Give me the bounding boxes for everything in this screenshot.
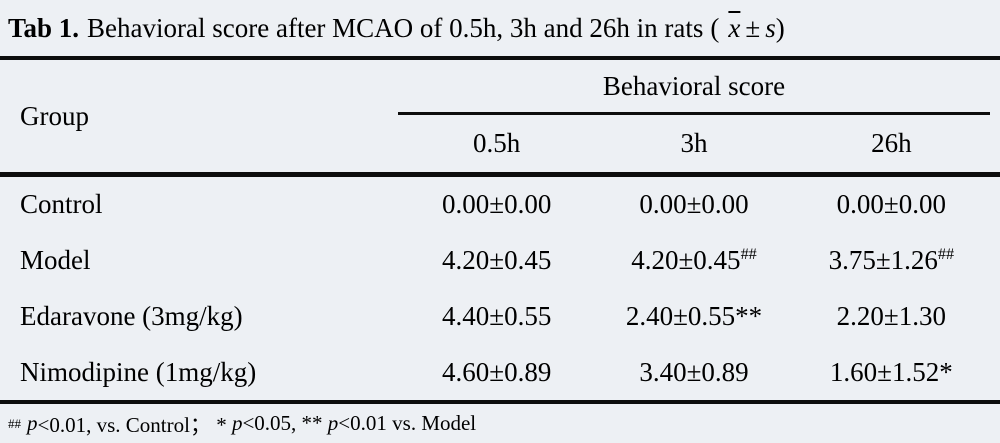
value-cell: 3.75±1.26##: [828, 245, 955, 276]
column-header-behavioral-score: Behavioral score: [398, 60, 990, 115]
value-cell: 4.20±0.45: [442, 245, 552, 276]
column-header-0-5h: 0.5h: [473, 128, 521, 158]
p-symbol: p: [231, 411, 243, 435]
p-symbol: p: [327, 411, 339, 435]
table-row-nimodipine: Nimodipine (1mg/kg) 4.60±0.89 3.40±0.89 …: [0, 344, 990, 400]
value-cell: 3.40±0.89: [639, 356, 749, 387]
value-cell: 1.60±1.52*: [829, 356, 953, 387]
sd-symbol: s: [765, 12, 776, 43]
value-cell: 2.20±1.30: [836, 300, 946, 331]
table-footnote: ## p <0.01, vs. Control； * p <0.05, ** p <0.…: [8, 411, 477, 437]
p-symbol: p: [27, 411, 38, 435]
value-cell: 2.40±0.55**: [625, 300, 763, 331]
table-header: Group Behavioral score 0.5h 3h 26h: [0, 60, 1000, 177]
value-cell: 0.00±0.00: [442, 189, 552, 220]
significance-marker: ##: [937, 245, 955, 264]
table-title-text: Behavioral score after MCAO of 0.5h, 3h …: [87, 12, 704, 43]
group-label: Model: [20, 245, 91, 276]
group-label: Edaravone (3mg/kg): [20, 300, 243, 331]
value-cell: 4.20±0.45##: [631, 245, 757, 276]
table-body: Control 0.00±0.00 0.00±0.00 0.00±0.00 Mo…: [0, 177, 1000, 404]
mean-sd-notation: (x ± s): [710, 12, 785, 43]
column-header-group: Group: [20, 100, 89, 131]
significance-marker: ##: [740, 245, 757, 264]
column-header-3h: 3h: [680, 128, 708, 158]
value-cell: 0.00±0.00: [836, 189, 946, 220]
value-cell: 0.00±0.00: [639, 189, 749, 220]
table-row-model: Model 4.20±0.45 4.20±0.45## 3.75±1.26##: [0, 233, 990, 289]
plus-minus-symbol: ±: [745, 12, 761, 43]
table-number-label: Tab 1.: [8, 12, 80, 43]
value-cell: 4.40±0.55: [442, 300, 552, 331]
group-label: Nimodipine (1mg/kg): [20, 356, 257, 387]
value-cell: 4.60±0.89: [442, 356, 552, 387]
table-title: Tab 1. Behavioral score after MCAO of 0.…: [0, 0, 1000, 60]
column-header-26h: 26h: [871, 128, 912, 158]
mean-symbol: x: [728, 12, 741, 43]
behavioral-score-columns: Behavioral score 0.5h 3h 26h: [398, 60, 990, 172]
table-row-edaravone: Edaravone (3mg/kg) 4.40±0.55 2.40±0.55**…: [0, 289, 990, 345]
time-subheaders: 0.5h 3h 26h: [398, 115, 990, 172]
table-row-control: Control 0.00±0.00 0.00±0.00 0.00±0.00: [0, 177, 990, 233]
group-label: Control: [20, 189, 103, 220]
